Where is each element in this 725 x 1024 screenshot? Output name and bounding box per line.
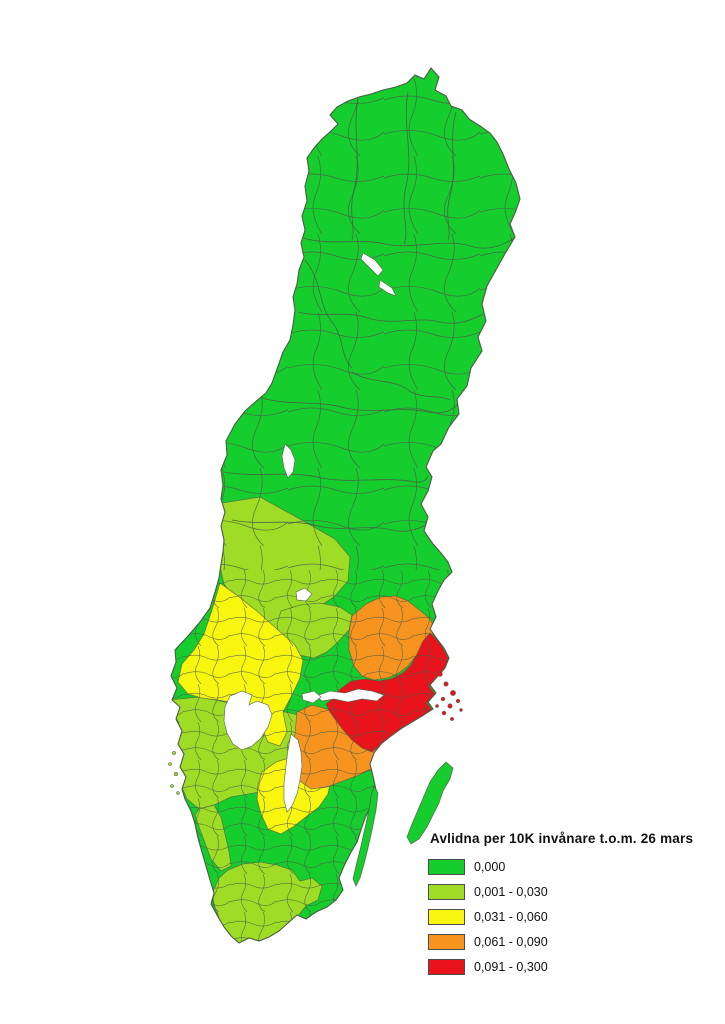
archipelago-islet — [435, 704, 439, 708]
stockholm-archipelago — [435, 671, 463, 721]
legend-swatch-high — [428, 933, 465, 950]
municipality-borders-north — [171, 68, 520, 570]
archipelago-islet — [440, 696, 446, 702]
lake-north-1 — [360, 252, 384, 277]
archipelago-islet — [455, 698, 460, 703]
lake-storsjon — [281, 443, 296, 479]
county-border-line — [223, 471, 429, 483]
legend-label: 0,091 - 0,300 — [474, 959, 548, 974]
county-border-line — [261, 397, 459, 414]
map-legend: Avlidna per 10K invånare t.o.m. 26 mars … — [428, 831, 720, 979]
county-border-line — [351, 371, 451, 401]
island-gotland — [406, 761, 454, 845]
legend-label: 0,031 - 0,060 — [474, 909, 548, 924]
county-border-line — [351, 99, 359, 241]
legend-label: 0,061 - 0,090 — [474, 934, 548, 949]
lake-vanern — [223, 690, 273, 751]
west-islet — [170, 784, 174, 788]
archipelago-islet — [450, 717, 454, 721]
county-border-line — [447, 111, 457, 241]
legend-swatch-highest — [428, 958, 465, 975]
county-border-line — [231, 519, 429, 532]
sweden-outline — [170, 67, 521, 944]
county-border-line — [403, 91, 410, 245]
archipelago-islet — [443, 681, 449, 687]
west-islet — [172, 751, 176, 755]
lake-siljan — [295, 587, 313, 602]
lake-north-2 — [378, 279, 397, 297]
legend-item: 0,031 - 0,060 — [428, 904, 720, 929]
archipelago-islet — [447, 703, 453, 709]
lake-hjalmaren — [301, 690, 322, 704]
archipelago-islet — [450, 690, 456, 696]
county-border-line — [297, 311, 484, 324]
island-oland — [352, 784, 379, 887]
lakes — [223, 252, 397, 813]
lake-vattern — [283, 733, 303, 813]
legend-label: 0,001 - 0,030 — [474, 884, 548, 899]
legend-item: 0,061 - 0,090 — [428, 929, 720, 954]
county-borders — [223, 91, 515, 532]
county-border-line — [304, 259, 353, 369]
legend-item: 0,000 — [428, 854, 720, 879]
west-coast-islets — [168, 751, 180, 795]
legend-swatch-mid — [428, 908, 465, 925]
west-islet — [168, 762, 172, 766]
west-islet — [174, 771, 179, 776]
legend-item: 0,091 - 0,300 — [428, 954, 720, 979]
legend-swatch-low — [428, 883, 465, 900]
legend-title: Avlidna per 10K invånare t.o.m. 26 mars — [430, 831, 694, 846]
archipelago-islet — [437, 671, 443, 677]
legend-label: 0,000 — [474, 859, 506, 874]
legend-item: 0,001 - 0,030 — [428, 879, 720, 904]
legend-swatch-zero — [428, 858, 465, 875]
west-islet — [176, 791, 180, 795]
county-border-line — [302, 237, 515, 249]
lake-malaren — [315, 688, 385, 703]
archipelago-islet — [441, 710, 447, 716]
archipelago-islet — [459, 708, 463, 712]
